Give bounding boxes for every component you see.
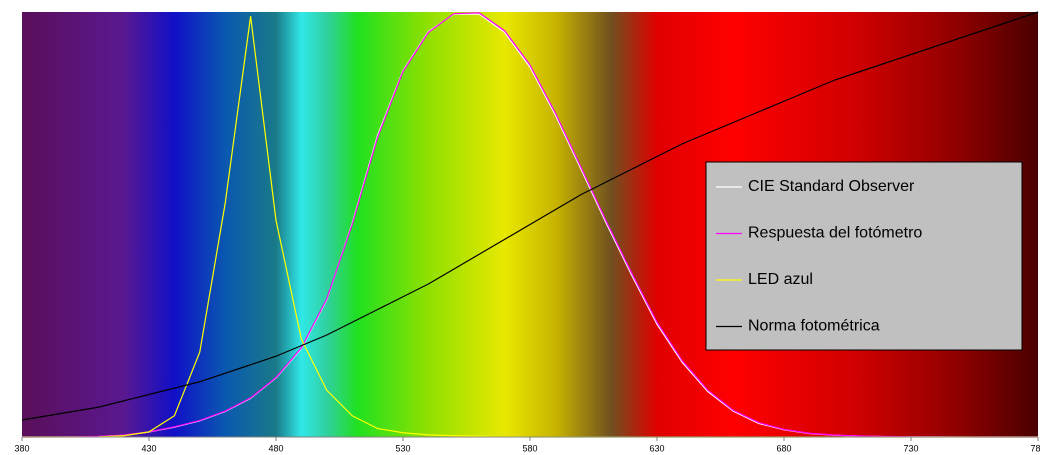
legend-label: Respuesta del fotómetro xyxy=(748,225,922,242)
x-tick-label: 730 xyxy=(903,443,918,453)
x-tick-label: 630 xyxy=(649,443,664,453)
line-series xyxy=(21,12,1039,438)
legend-box xyxy=(705,161,1023,351)
legend-label: Norma fotométrica xyxy=(748,318,880,335)
legend-label: CIE Standard Observer xyxy=(748,178,915,195)
x-tick-label: 380 xyxy=(14,443,29,453)
x-tick-label: 680 xyxy=(776,443,791,453)
x-tick-label: 580 xyxy=(522,443,537,453)
x-tick-label: 780 xyxy=(1030,443,1040,453)
x-tick-label: 480 xyxy=(268,443,283,453)
legend-label: LED azul xyxy=(748,271,813,288)
x-tick-label: 530 xyxy=(395,443,410,453)
line-series xyxy=(21,11,1039,421)
x-tick-label: 430 xyxy=(141,443,156,453)
